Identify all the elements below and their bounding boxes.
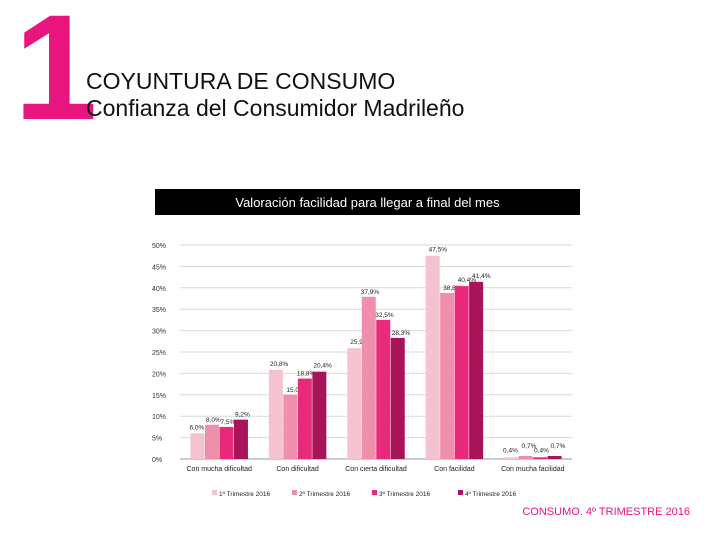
data-label: 0,7% xyxy=(522,443,537,450)
x-tick-label: Con dificultad xyxy=(276,466,319,473)
bar xyxy=(390,337,405,459)
page-subtitle: Confianza del Consumidor Madrileño xyxy=(86,95,465,121)
y-tick-label: 20% xyxy=(152,371,166,378)
legend-label: 4º Trimestre 2016 xyxy=(465,491,517,498)
y-tick-label: 45% xyxy=(152,264,166,271)
bar xyxy=(504,457,519,459)
y-tick-label: 25% xyxy=(152,350,166,357)
bar xyxy=(219,426,234,459)
bar xyxy=(518,456,533,459)
bar xyxy=(283,394,298,459)
bar xyxy=(268,369,283,459)
data-label: 32,5% xyxy=(375,312,394,319)
footer-caption: CONSUMO. 4º TRIMESTRE 2016 xyxy=(522,506,690,518)
legend-swatch xyxy=(372,490,377,495)
data-label: 0,4% xyxy=(503,447,518,454)
data-label: 40,4% xyxy=(458,277,477,284)
legend-label: 1º Trimestre 2016 xyxy=(219,491,271,498)
y-tick-label: 35% xyxy=(152,307,166,314)
y-tick-label: 50% xyxy=(152,243,166,250)
data-label: 0,7% xyxy=(551,443,566,450)
data-label: 20,4% xyxy=(313,363,332,370)
y-tick-label: 0% xyxy=(152,457,162,464)
data-label: 0,4% xyxy=(534,447,549,454)
data-label: 9,2% xyxy=(235,412,250,419)
bar xyxy=(312,371,327,459)
page-title: COYUNTURA DE CONSUMO xyxy=(86,68,396,94)
legend-label: 3º Trimestre 2016 xyxy=(379,491,431,498)
legend-swatch xyxy=(212,490,217,495)
bar xyxy=(440,292,455,459)
bar xyxy=(547,456,562,459)
bar xyxy=(469,281,484,459)
bar xyxy=(376,319,391,459)
bar xyxy=(533,457,548,459)
bar xyxy=(297,378,312,459)
bar xyxy=(347,348,362,459)
x-tick-label: Con mucha facilidad xyxy=(501,466,565,473)
bar xyxy=(454,286,469,459)
data-label: 38,8% xyxy=(443,285,462,292)
bar xyxy=(425,255,440,459)
data-label: 8,0% xyxy=(206,417,221,424)
data-label: 47,5% xyxy=(429,247,448,254)
chart-title: Valoración facilidad para llegar a final… xyxy=(155,189,580,215)
legend-label: 2º Trimestre 2016 xyxy=(299,491,351,498)
bar xyxy=(204,424,219,459)
y-tick-label: 15% xyxy=(152,393,166,400)
bar xyxy=(190,433,205,459)
y-tick-label: 10% xyxy=(152,414,166,421)
data-label: 41,4% xyxy=(472,273,491,280)
legend-swatch xyxy=(292,490,297,495)
data-label: 18,8% xyxy=(297,371,316,378)
x-tick-label: Con mucha dificultad xyxy=(187,466,252,473)
data-label: 37,9% xyxy=(361,289,380,296)
data-label: 6,0% xyxy=(189,424,204,431)
x-tick-label: Con facilidad xyxy=(434,466,475,473)
data-label: 28,3% xyxy=(392,330,411,337)
y-tick-label: 5% xyxy=(152,436,162,443)
legend-swatch xyxy=(458,490,463,495)
data-label: 25,9% xyxy=(350,339,369,346)
y-tick-label: 30% xyxy=(152,329,166,336)
y-tick-label: 40% xyxy=(152,286,166,293)
data-label: 15,0% xyxy=(286,387,305,394)
data-label: 20,8% xyxy=(270,361,289,368)
bar xyxy=(361,296,376,459)
bar xyxy=(233,419,248,459)
x-tick-label: Con cierta dificultad xyxy=(345,466,407,473)
section-number: 1 xyxy=(14,0,97,151)
data-label: 7,5% xyxy=(220,419,235,426)
